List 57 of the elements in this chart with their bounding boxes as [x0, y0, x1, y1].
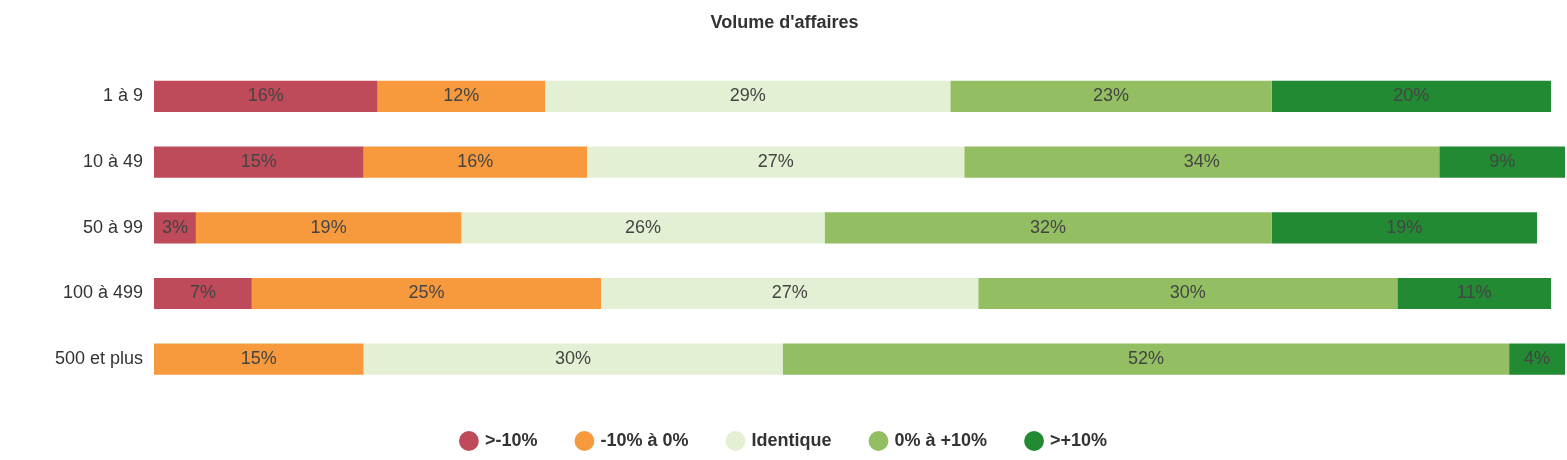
bar	[154, 146, 364, 178]
data-label: 34%	[1183, 151, 1220, 172]
bar	[1271, 212, 1538, 244]
bar	[824, 212, 1272, 244]
legend-label: -10% à 0%	[600, 429, 689, 450]
bar	[964, 146, 1440, 178]
bar	[545, 80, 951, 113]
bar	[587, 146, 965, 178]
bar	[461, 212, 825, 244]
bar	[978, 277, 1398, 310]
legend-label: >-10%	[484, 429, 538, 450]
data-label: 4%	[1524, 348, 1551, 369]
data-label: 19%	[310, 216, 347, 237]
bar	[950, 80, 1272, 113]
data-label: 20%	[1393, 85, 1430, 106]
y-tick-label: 50 à 99	[82, 216, 143, 237]
bar	[1439, 146, 1565, 178]
legend-label: Identique	[751, 429, 832, 450]
data-label: 30%	[555, 348, 592, 369]
data-label: 29%	[729, 85, 766, 106]
y-tick-label: 10 à 49	[82, 151, 143, 172]
bar	[1271, 80, 1552, 113]
data-label: 32%	[1030, 216, 1067, 237]
data-label: 3%	[161, 216, 188, 237]
bar	[195, 212, 462, 244]
data-label: 16%	[247, 85, 284, 106]
bar	[154, 343, 364, 375]
bar	[154, 80, 378, 113]
chart-title: Volume d'affaires	[710, 11, 859, 32]
data-label: 15%	[240, 151, 277, 172]
legend-label: >+10%	[1050, 429, 1108, 450]
bar	[363, 146, 588, 178]
data-label: 19%	[1386, 216, 1423, 237]
data-label: 27%	[757, 151, 794, 172]
data-label: 7%	[189, 282, 216, 303]
y-tick-label: 500 et plus	[54, 348, 143, 369]
bar	[377, 80, 546, 113]
legend-label: 0% à +10%	[894, 429, 988, 450]
bar	[601, 277, 979, 310]
data-label: 9%	[1489, 151, 1516, 172]
data-label: 25%	[408, 282, 445, 303]
data-label: 30%	[1169, 282, 1206, 303]
data-label: 27%	[771, 282, 808, 303]
bar	[251, 277, 602, 310]
data-label: 12%	[443, 85, 480, 106]
data-label: 52%	[1127, 348, 1164, 369]
y-tick-label: 1 à 9	[102, 85, 143, 106]
bar	[782, 343, 1510, 375]
bar	[154, 277, 252, 310]
data-label: 15%	[240, 348, 277, 369]
data-label: 26%	[624, 216, 661, 237]
data-label: 23%	[1092, 85, 1129, 106]
y-tick-label: 100 à 499	[62, 282, 143, 303]
bar	[1397, 277, 1552, 310]
bar	[363, 343, 783, 375]
data-label: 11%	[1456, 282, 1492, 303]
data-label: 16%	[457, 151, 494, 172]
